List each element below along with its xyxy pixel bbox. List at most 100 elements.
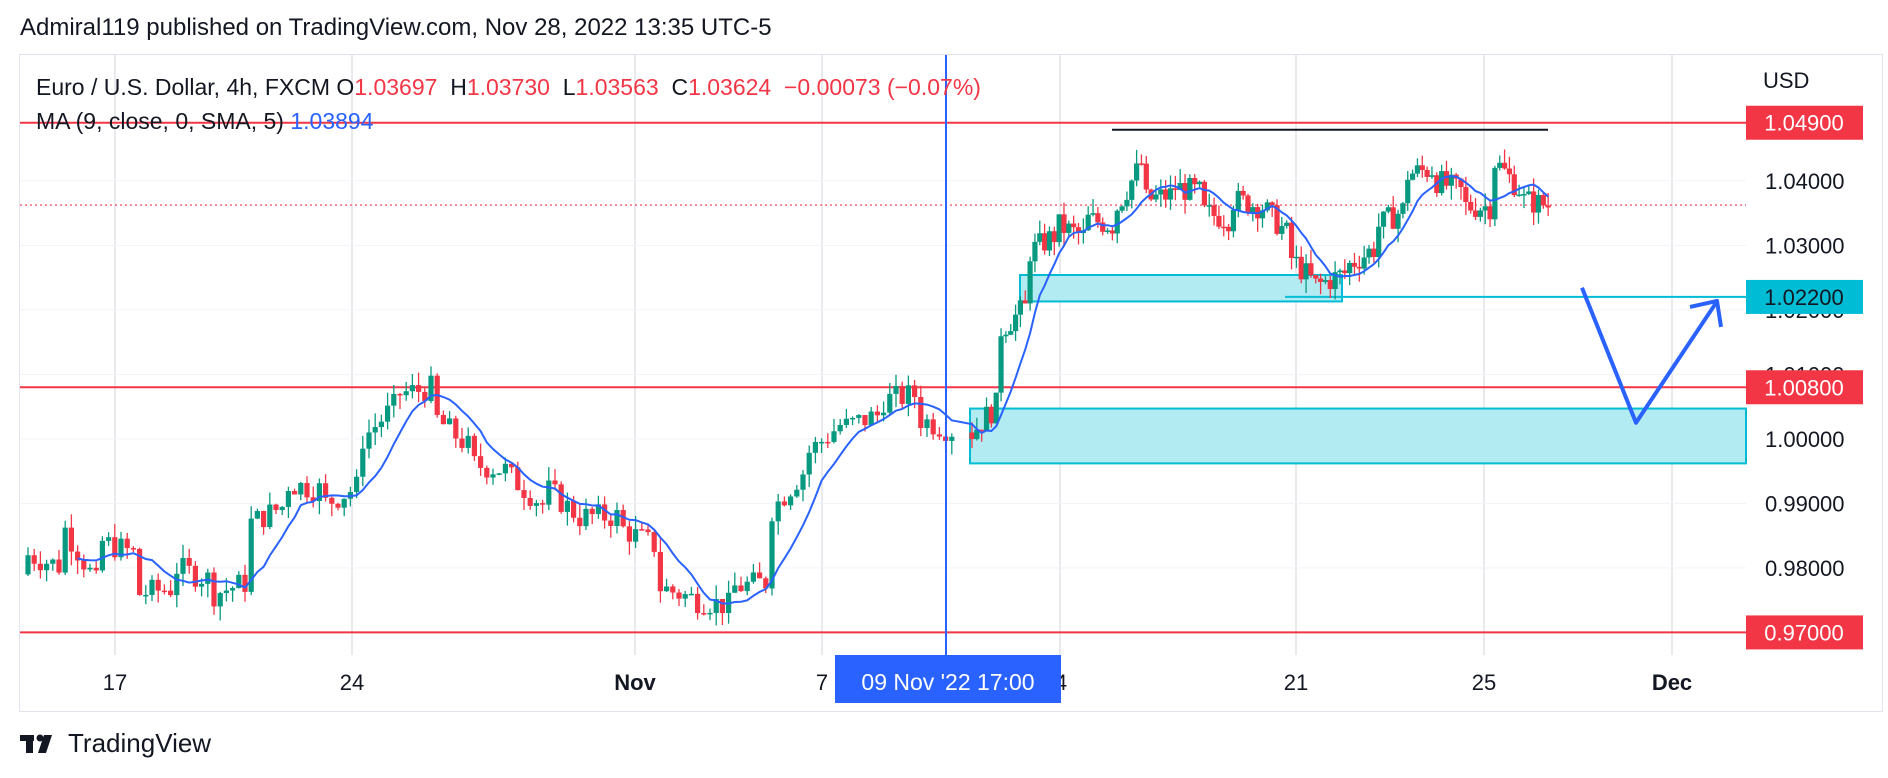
candle-body [1439,171,1445,194]
x-tick-label: 21 [1284,670,1308,695]
candle-body [366,432,372,449]
y-axis: USD1.040001.030001.020001.010001.000000.… [1746,68,1863,650]
candle-body [1288,222,1295,258]
candle-body [664,586,670,592]
candle-body [1390,207,1396,229]
candle-body [1385,207,1391,212]
candle-body [199,583,205,587]
candle-body [819,441,825,444]
candle-body [571,500,577,518]
candle-body [1134,163,1140,181]
candle-body [242,574,248,592]
candle-body [1114,210,1120,234]
chart-frame [19,54,1883,712]
x-tick-label: Dec [1652,670,1692,695]
candle-body [1424,170,1430,177]
candle-body [1211,205,1217,216]
y-tick-label: 1.00000 [1765,427,1845,452]
candle-body [1090,213,1096,215]
crosshair-time-label: 09 Nov '22 17:00 [861,669,1034,695]
candle-body [969,432,975,440]
candle-body [1163,189,1169,200]
candle-body [1187,178,1193,200]
projection-arrowhead [1689,298,1723,328]
candle-body [862,415,868,426]
candle-body [1472,210,1479,217]
candle-body [130,548,136,550]
x-tick-label: Nov [614,670,656,695]
candle-body [979,429,985,432]
candle-body [1506,168,1513,175]
price-level-label: 0.97000 [1764,620,1844,645]
price-level-label: 1.00800 [1764,375,1844,400]
x-tick-label: 7 [816,670,828,695]
candle-body [1119,206,1125,211]
candle-body [1042,233,1048,251]
candle-body [949,436,955,441]
candle-body [1245,195,1251,214]
y-tick-label: 1.04000 [1765,169,1845,194]
x-tick-label: 25 [1472,670,1496,695]
candle-body [614,510,620,526]
candle-body [1071,223,1077,228]
candle-body [1526,191,1532,195]
candle-body [1240,190,1246,196]
candle-body [1376,226,1382,258]
close-value: 1.03624 [688,74,772,100]
candle-body [422,391,428,401]
ma-label: MA (9, close, 0, SMA, 5) [36,108,284,134]
candle-body [372,427,378,433]
price-level-tag-2 [1746,370,1863,405]
open-label: O [336,74,355,100]
candle-body [428,375,434,401]
y-tick-label: 0.99000 [1765,491,1845,516]
candle-body [496,473,502,475]
candle-body [806,452,812,475]
candle-body [540,503,546,505]
candle-body [1037,233,1043,242]
candle-body [285,490,291,507]
publisher-line: Admiral119 published on TradingView.com,… [20,14,772,41]
candle-body [81,560,87,570]
tradingview-logo[interactable]: TradingView [20,728,211,759]
candle-body [217,593,223,607]
candle-body [1259,210,1266,219]
candle-body [267,504,273,528]
open-value: 1.03697 [354,74,438,100]
candle-body [1284,222,1290,227]
change-value: −0.00073 (−0.07%) [784,74,981,100]
candle-body [595,504,601,515]
candle-body [1274,205,1280,234]
candle-body [868,411,874,426]
candle-body [323,483,329,498]
candle-body [521,490,527,498]
candle-body [1235,190,1241,210]
candle-body [484,467,490,478]
candle-body [1104,230,1111,232]
ma-value: 1.03894 [290,108,374,134]
candle-body [248,518,254,592]
candle-body [1419,165,1425,171]
candle-body [180,557,186,574]
candle-body [397,393,403,396]
candle-body [874,411,880,416]
y-tick-label: 0.98000 [1765,556,1845,581]
price-level-label: 1.02200 [1764,285,1844,310]
candle-body [471,435,477,457]
candle-body [87,567,93,570]
candle-body [763,578,769,589]
candle-body [1332,272,1338,290]
candle-body [608,520,614,526]
candle-body [1535,195,1542,213]
candle-body [688,593,694,596]
candle-body [527,497,533,506]
candle-body [800,474,806,490]
candle-body [1046,231,1053,251]
candle-body [1100,222,1106,232]
candle-body [1298,256,1304,280]
candle-body [1056,214,1062,243]
candle-body [719,598,725,614]
candle-body [750,572,756,582]
candle-body [261,510,267,528]
